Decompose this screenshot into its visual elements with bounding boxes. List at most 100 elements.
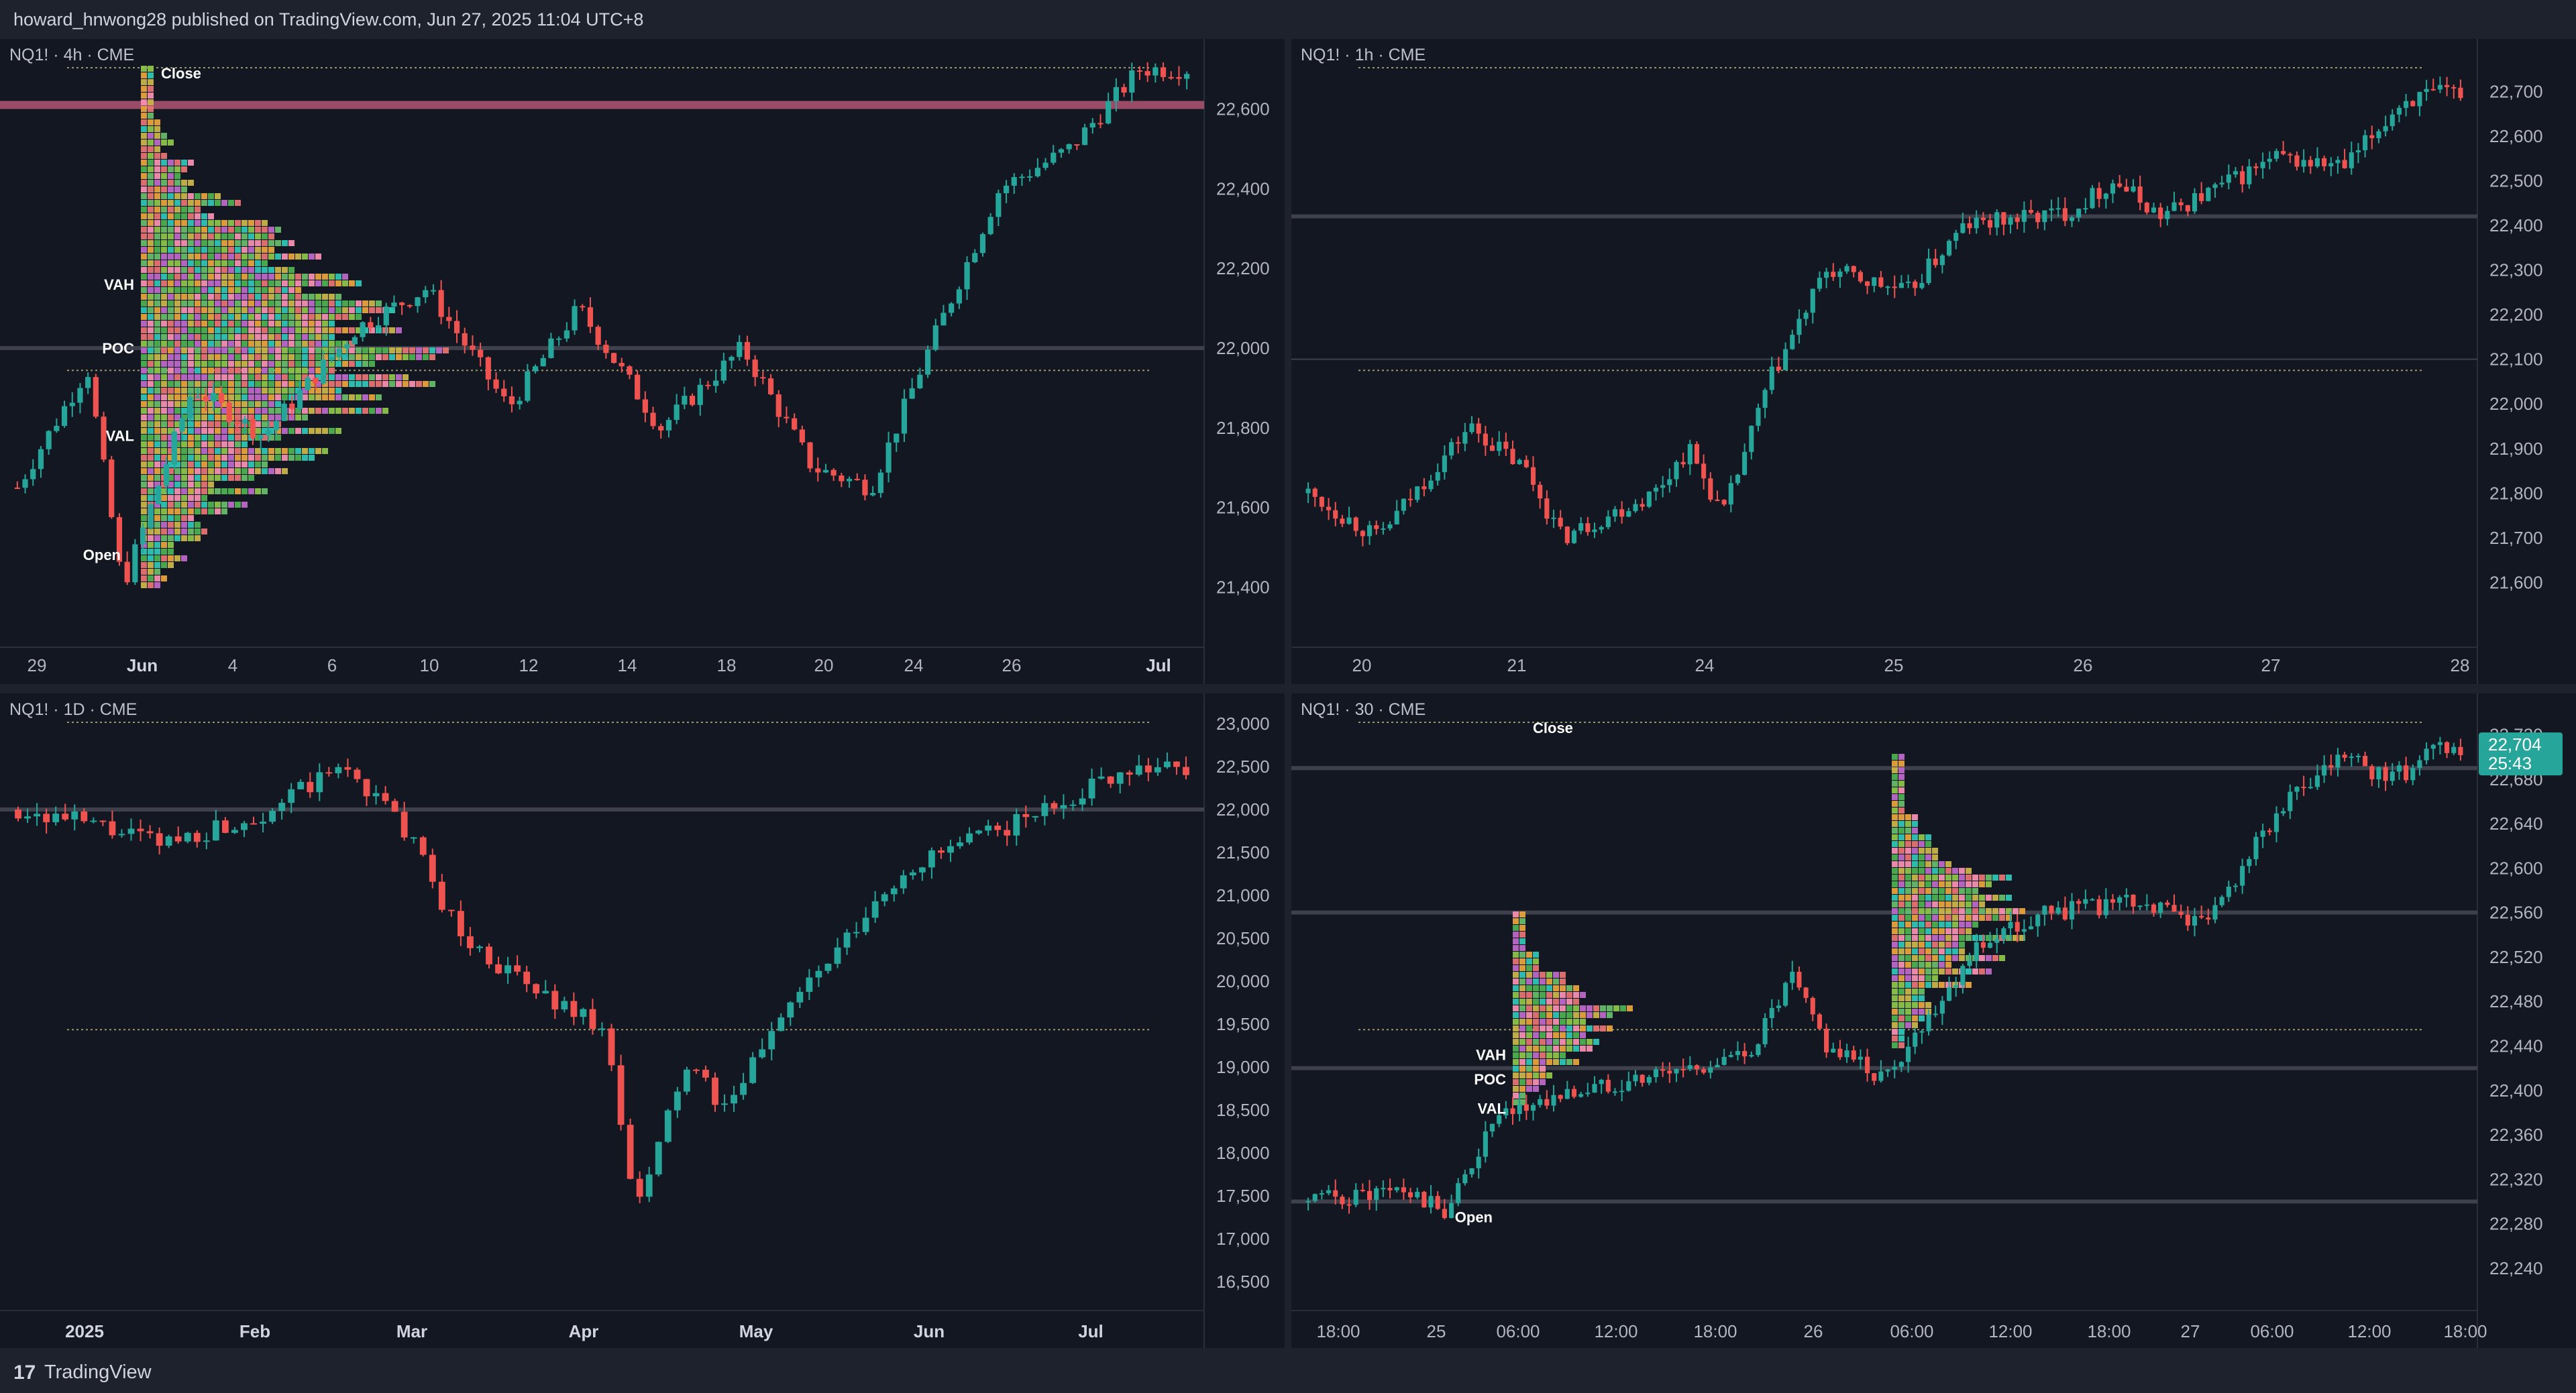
volume-profile-cell — [148, 227, 154, 233]
chart-svg: 23,00022,50022,00021,50021,00020,50020,0… — [0, 693, 1270, 1348]
volume-profile-cell — [1898, 955, 1904, 961]
tradingview-logo[interactable]: 17 — [13, 1361, 36, 1384]
publish-header: howard_hnwong28 published on TradingView… — [0, 0, 2576, 39]
panel-divider-vertical[interactable] — [1285, 39, 1291, 1348]
volume-profile-cell — [322, 381, 328, 387]
volume-profile-cell — [141, 408, 147, 414]
volume-profile-cell — [141, 508, 147, 514]
volume-profile-cell — [315, 314, 321, 320]
candle-body — [843, 932, 851, 948]
volume-profile-cell — [322, 408, 328, 414]
volume-profile-cell — [295, 300, 301, 307]
time-tick-label: 18:00 — [1316, 1321, 1360, 1341]
chart-panel-30m[interactable]: 22,72022,68022,64022,60022,56022,52022,4… — [1291, 693, 2576, 1348]
volume-profile-cell — [181, 274, 187, 280]
volume-profile-cell — [322, 334, 328, 340]
volume-profile-cell — [188, 421, 194, 427]
volume-profile-cell — [309, 394, 315, 400]
candle-body — [689, 396, 696, 405]
volume-profile-cell — [148, 79, 154, 85]
volume-profile-cell — [275, 227, 281, 233]
volume-profile-cell — [208, 347, 214, 353]
chart-panel-1d[interactable]: 23,000 22,500 22,000 21,500 21,000 20,500 20,0… — [0, 693, 1285, 1348]
volume-profile-cell — [228, 441, 234, 447]
volume-profile-cell — [201, 260, 207, 266]
volume-profile-cell — [1905, 901, 1911, 907]
candle-body — [740, 1082, 747, 1095]
time-tick-label: Jul — [1078, 1321, 1104, 1341]
chart-panel-1h[interactable]: 22,700 22,600 22,500 22,400 22,300 22,200 22,1… — [1291, 39, 2576, 684]
candle-body — [446, 317, 452, 321]
candle-body — [137, 828, 144, 832]
candle-body — [885, 442, 892, 473]
candle-body — [1898, 1062, 1904, 1067]
volume-profile-cell — [335, 428, 341, 434]
candle-body — [1106, 101, 1112, 124]
volume-profile-cell — [1905, 854, 1911, 860]
volume-profile-cell — [1945, 908, 1951, 914]
volume-profile-cell — [1553, 1052, 1559, 1058]
volume-profile-cell — [1898, 754, 1904, 760]
volume-profile-cell — [1999, 915, 2005, 921]
tradingview-brand[interactable]: TradingView — [44, 1361, 152, 1383]
volume-profile-cell — [154, 461, 160, 467]
volume-profile-cell — [1905, 942, 1911, 948]
chart-panel-4h[interactable]: 22,600 22,400 22,200 22,000 21,800 21,600 21,4… — [0, 39, 1285, 684]
volume-profile-cell — [228, 368, 234, 374]
candle-body — [2206, 188, 2211, 201]
volume-profile-cell — [141, 448, 147, 454]
candle-body — [947, 846, 954, 853]
volume-profile-cell — [201, 528, 207, 535]
volume-profile-cell — [396, 347, 402, 353]
volume-profile-cell — [148, 555, 154, 561]
volume-profile-cell — [148, 448, 154, 454]
volume-profile-cell — [275, 334, 281, 340]
panel-divider-horizontal[interactable] — [0, 684, 2576, 693]
volume-profile-cell — [195, 475, 201, 481]
volume-profile-cell — [174, 488, 180, 494]
volume-profile-cell — [1580, 992, 1586, 998]
candle-body — [1387, 524, 1393, 528]
volume-profile-cell — [181, 247, 187, 253]
volume-profile-cell — [268, 394, 274, 400]
volume-profile-cell — [241, 468, 248, 474]
volume-profile-cell — [356, 361, 362, 367]
volume-profile-cell — [1546, 1039, 1552, 1045]
candle-body — [1544, 1099, 1550, 1106]
volume-profile-cell — [275, 314, 281, 320]
volume-profile-cell — [409, 381, 415, 387]
volume-profile-cell — [342, 280, 348, 286]
volume-profile-cell — [154, 267, 160, 273]
volume-profile-cell — [154, 274, 160, 280]
time-tick-label: May — [739, 1321, 773, 1341]
volume-profile-cell — [195, 267, 201, 273]
volume-profile-cell — [201, 213, 207, 219]
volume-profile-cell — [195, 260, 201, 266]
volume-profile-cell — [315, 280, 321, 286]
candle-body — [729, 357, 735, 361]
volume-profile-cell — [215, 414, 221, 421]
volume-profile-cell — [235, 381, 241, 387]
time-tick-label: 12:00 — [1988, 1321, 2032, 1341]
volume-profile-cell — [201, 267, 207, 273]
volume-profile-cell — [148, 146, 154, 152]
volume-profile-cell — [1979, 935, 1985, 941]
volume-profile-cell — [369, 381, 375, 387]
volume-profile-cell — [356, 408, 362, 414]
volume-profile-cell — [1898, 794, 1904, 800]
volume-profile-cell — [1580, 1046, 1586, 1052]
volume-profile-cell — [235, 200, 241, 206]
volume-profile-cell — [188, 260, 194, 266]
volume-profile-cell — [1945, 888, 1951, 894]
candle-body — [1851, 266, 1856, 272]
candle-body — [297, 390, 303, 409]
candle-body — [1360, 531, 1365, 537]
candle-body — [1967, 223, 1972, 229]
volume-profile-cell — [262, 280, 268, 286]
volume-profile-cell — [262, 374, 268, 380]
volume-profile-cell — [215, 368, 221, 374]
candle-body — [1680, 461, 1686, 465]
volume-profile-cell — [1932, 854, 1938, 860]
candle-body — [250, 823, 257, 825]
candle-body — [749, 1057, 757, 1083]
